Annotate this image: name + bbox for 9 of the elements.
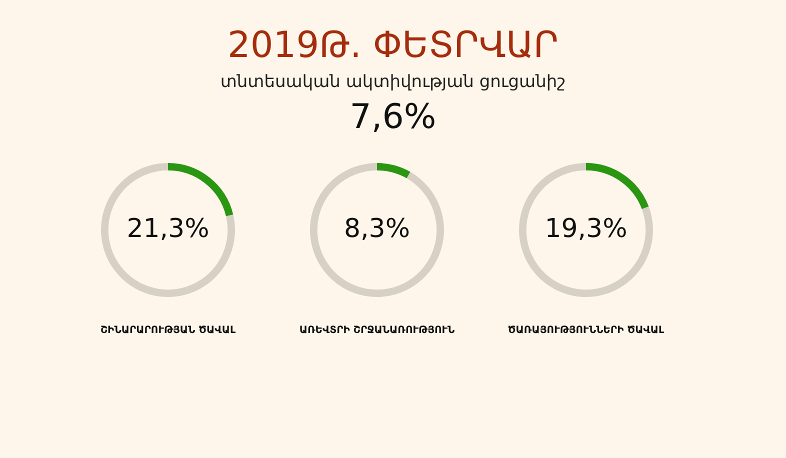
data-label: 21,3% <box>126 214 210 244</box>
text: 7,6% <box>348 96 438 139</box>
text: 2019Թ. ՓԵՏՐՎԱՐ <box>226 24 560 68</box>
data-label: 8,3% <box>344 214 410 244</box>
text: ԾԱՌԱՅՈՒԹՅՈՒՆՆԵՐԻ ԾԱՎԱԼ <box>506 325 666 336</box>
text: տնտեսական ակտիվության ցուցանիշ <box>219 71 567 94</box>
text: ՇԻՆԱՐԱՐՈՒԹՅԱՆ ԾԱՎԱԼ <box>99 325 237 336</box>
text: ԱՌԵՎՏՐԻ ՇՐՋԱՆԱՌՈՒԹՅՈՒՆ <box>298 325 456 336</box>
data-label: 19,3% <box>544 214 628 244</box>
